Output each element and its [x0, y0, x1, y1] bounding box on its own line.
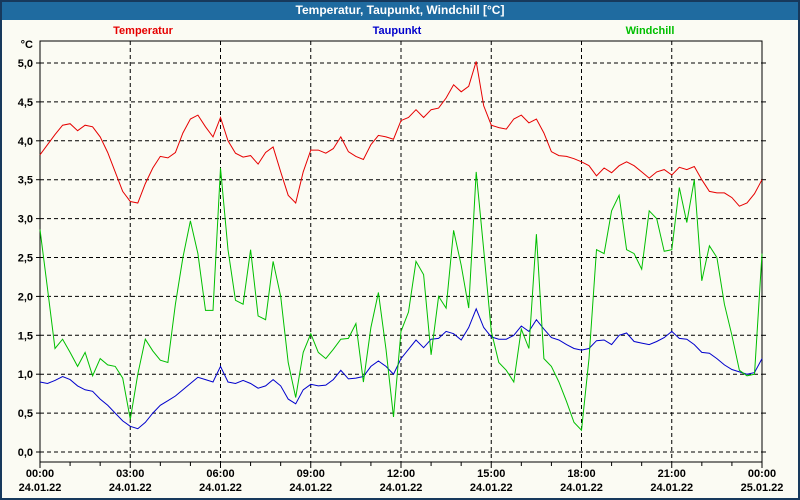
x-tick-date-label: 25.01.22 — [741, 482, 784, 494]
x-tick-date-label: 24.01.22 — [380, 482, 423, 494]
x-tick-time-label: 09:00 — [297, 468, 325, 480]
x-tick-time-label: 12:00 — [387, 468, 415, 480]
x-tick-time-label: 15:00 — [477, 468, 505, 480]
title-bar: Temperatur, Taupunkt, Windchill [°C] — [0, 0, 800, 20]
x-tick-date-label: 24.01.22 — [199, 482, 242, 494]
x-tick-date-label: 24.01.22 — [560, 482, 603, 494]
x-tick-date-label: 24.01.22 — [19, 482, 62, 494]
x-tick-date-label: 24.01.22 — [289, 482, 332, 494]
x-tick-time-label: 00:00 — [26, 468, 54, 480]
legend-temperatur: Temperatur — [113, 25, 173, 37]
y-tick-label: 2,0 — [18, 291, 33, 303]
y-tick-label: 3,5 — [18, 175, 33, 187]
x-tick-date-label: 24.01.22 — [470, 482, 513, 494]
y-tick-label: 1,5 — [18, 330, 33, 342]
y-tick-label: 1,0 — [18, 369, 33, 381]
plot-border — [39, 40, 763, 463]
y-tick-label: 0,5 — [18, 408, 33, 420]
series-line-temperatur — [39, 61, 763, 207]
x-tick-date-label: 24.01.22 — [650, 482, 693, 494]
legend-taupunkt: Taupunkt — [372, 25, 422, 37]
series-line-taupunkt — [39, 307, 763, 430]
y-tick-label: 3,0 — [18, 214, 33, 226]
x-tick-time-label: 18:00 — [567, 468, 595, 480]
window-title: Temperatur, Taupunkt, Windchill [°C] — [295, 3, 505, 17]
y-tick-label: 4,0 — [18, 136, 33, 148]
y-tick-label: 5,0 — [18, 58, 33, 70]
series-line-windchill — [39, 167, 763, 432]
x-tick-time-label: 21:00 — [658, 468, 686, 480]
x-tick-time-label: 03:00 — [116, 468, 144, 480]
y-tick-label: 2,5 — [18, 253, 33, 265]
x-tick-date-label: 24.01.22 — [109, 482, 152, 494]
x-tick-time-label: 06:00 — [206, 468, 234, 480]
legend-windchill: Windchill — [625, 25, 675, 37]
y-tick-label: 4,5 — [18, 97, 33, 109]
x-tick-time-label: 00:00 — [748, 468, 776, 480]
y-tick-label: 0,0 — [18, 447, 33, 459]
y-axis-unit-label: °C — [21, 39, 33, 51]
